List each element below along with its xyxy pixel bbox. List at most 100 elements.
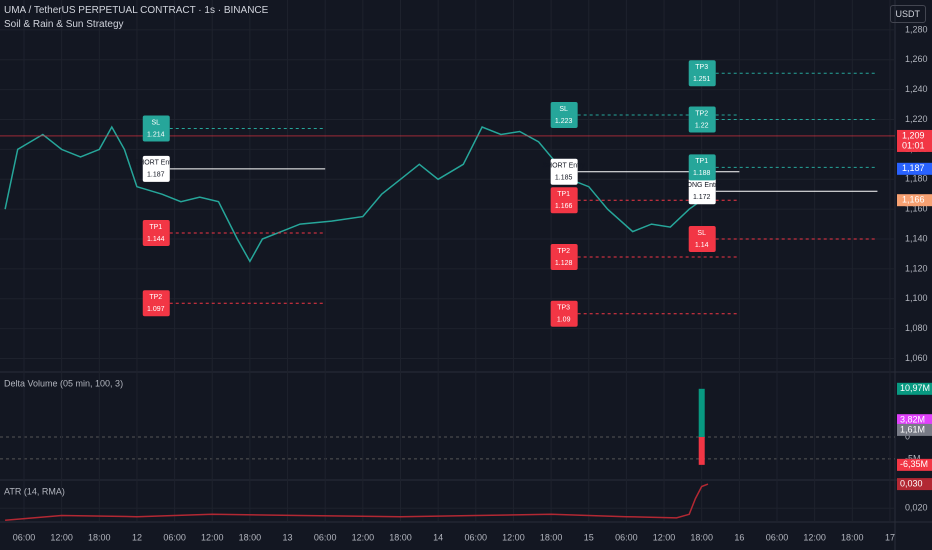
signal-box — [688, 154, 716, 181]
signal-price: 1.09 — [557, 317, 571, 324]
signal-box — [688, 178, 716, 205]
signal-price: 1.128 — [555, 260, 573, 267]
x-tick-label: 12:00 — [50, 532, 73, 542]
signal-price: 1.223 — [555, 118, 573, 125]
x-tick-label: 17 — [885, 532, 895, 542]
signal-label: TP2 — [695, 110, 708, 117]
x-tick-label: 13 — [283, 532, 293, 542]
x-tick-label: 06:00 — [314, 532, 337, 542]
signal-price: 1.187 — [147, 172, 165, 179]
signal-box — [550, 102, 578, 129]
y-tick-label: 1,220 — [905, 114, 928, 124]
signal-box — [550, 187, 578, 214]
signal-box — [142, 115, 170, 142]
signal-box — [142, 290, 170, 317]
value-badge — [897, 478, 932, 491]
y-tick-label: 1,260 — [905, 54, 928, 64]
x-tick-label: 12:00 — [352, 532, 375, 542]
price-badge — [897, 129, 932, 152]
delta-bar — [698, 436, 705, 465]
signal-box — [142, 155, 170, 182]
price-badge-label: 1,209 — [902, 130, 925, 140]
strategy-name: Soil & Rain & Sun Strategy — [4, 19, 124, 30]
x-tick-label: 06:00 — [615, 532, 638, 542]
x-tick-label: 18:00 — [389, 532, 412, 542]
signal-price: 1.185 — [555, 175, 573, 182]
value-label: 1,61M — [900, 424, 925, 434]
signal-price: 1.251 — [693, 76, 711, 83]
x-tick-label: 06:00 — [163, 532, 186, 542]
x-tick-label: 18:00 — [841, 532, 864, 542]
signal-price: 1.172 — [693, 194, 711, 201]
y-tick-label: 1,120 — [905, 263, 928, 273]
x-tick-label: 18:00 — [540, 532, 563, 542]
x-tick-label: 06:00 — [13, 532, 36, 542]
pane-title: ATR (14, RMA) — [4, 486, 65, 496]
signal-label: SHORT Entry — [542, 163, 585, 170]
signal-label: LONG Entry — [683, 182, 722, 189]
x-tick-label: 12:00 — [653, 532, 676, 542]
pane-title: Delta Volume (05 min, 100, 3) — [4, 378, 123, 388]
signal-label: TP2 — [557, 248, 570, 255]
x-tick-label: 06:00 — [465, 532, 488, 542]
price-line — [4, 125, 703, 263]
price-badge-sub: 01:01 — [902, 140, 925, 150]
y-tick-label: 1,280 — [905, 24, 928, 34]
y-tick-label: 1,180 — [905, 174, 928, 184]
x-tick-label: 12 — [132, 532, 142, 542]
signal-price: 1.144 — [147, 236, 165, 243]
signal-price: 1.22 — [695, 122, 709, 129]
signal-price: 1.097 — [147, 306, 165, 313]
y-tick-label: 0,020 — [905, 503, 928, 513]
value-label: 0,030 — [900, 478, 923, 488]
price-badge-label: 1,187 — [902, 163, 925, 173]
price-badge — [897, 162, 932, 175]
x-tick-label: 16 — [734, 532, 744, 542]
currency-button[interactable]: USDT — [889, 5, 926, 23]
signal-box — [142, 220, 170, 247]
signal-price: 1.188 — [693, 170, 711, 177]
signal-label: SL — [151, 119, 160, 126]
y-tick-label: 1,160 — [905, 204, 928, 214]
x-tick-label: 12:00 — [502, 532, 525, 542]
y-tick-label: 0 — [905, 431, 910, 441]
signal-box — [688, 226, 716, 253]
signal-label: TP1 — [149, 224, 162, 231]
x-tick-label: 14 — [433, 532, 443, 542]
value-label: -6,35M — [900, 459, 928, 469]
value-badge — [897, 458, 932, 471]
y-tick-label: -5M — [905, 453, 921, 463]
signal-label: SL — [559, 106, 568, 113]
y-tick-label: 1,140 — [905, 233, 928, 243]
x-tick-label: 18:00 — [690, 532, 713, 542]
value-badge — [897, 414, 932, 427]
signal-box — [550, 158, 578, 185]
y-tick-label: 1,080 — [905, 323, 928, 333]
value-label: 10,97M — [900, 383, 930, 393]
value-badge — [897, 382, 932, 395]
price-badge-label: 1,166 — [902, 195, 925, 205]
signal-box — [688, 60, 716, 87]
signal-label: TP2 — [149, 294, 162, 301]
x-tick-label: 12:00 — [803, 532, 826, 542]
signal-price: 1.214 — [147, 131, 165, 138]
x-tick-label: 15 — [584, 532, 594, 542]
y-tick-label: 1,060 — [905, 353, 928, 363]
signal-label: SL — [697, 230, 706, 237]
y-tick-label: 1,100 — [905, 293, 928, 303]
value-label: 3,82M — [900, 415, 925, 425]
signal-box — [688, 106, 716, 133]
x-tick-label: 18:00 — [239, 532, 262, 542]
signal-price: 1.14 — [695, 242, 709, 249]
signal-box — [550, 243, 578, 270]
signal-price: 1.166 — [555, 203, 573, 210]
signal-label: TP3 — [695, 64, 708, 71]
price-line — [5, 483, 709, 522]
signal-label: TP1 — [695, 158, 708, 165]
delta-bar — [698, 388, 705, 437]
value-badge — [897, 423, 932, 436]
x-tick-label: 18:00 — [88, 532, 111, 542]
signal-box — [550, 300, 578, 327]
